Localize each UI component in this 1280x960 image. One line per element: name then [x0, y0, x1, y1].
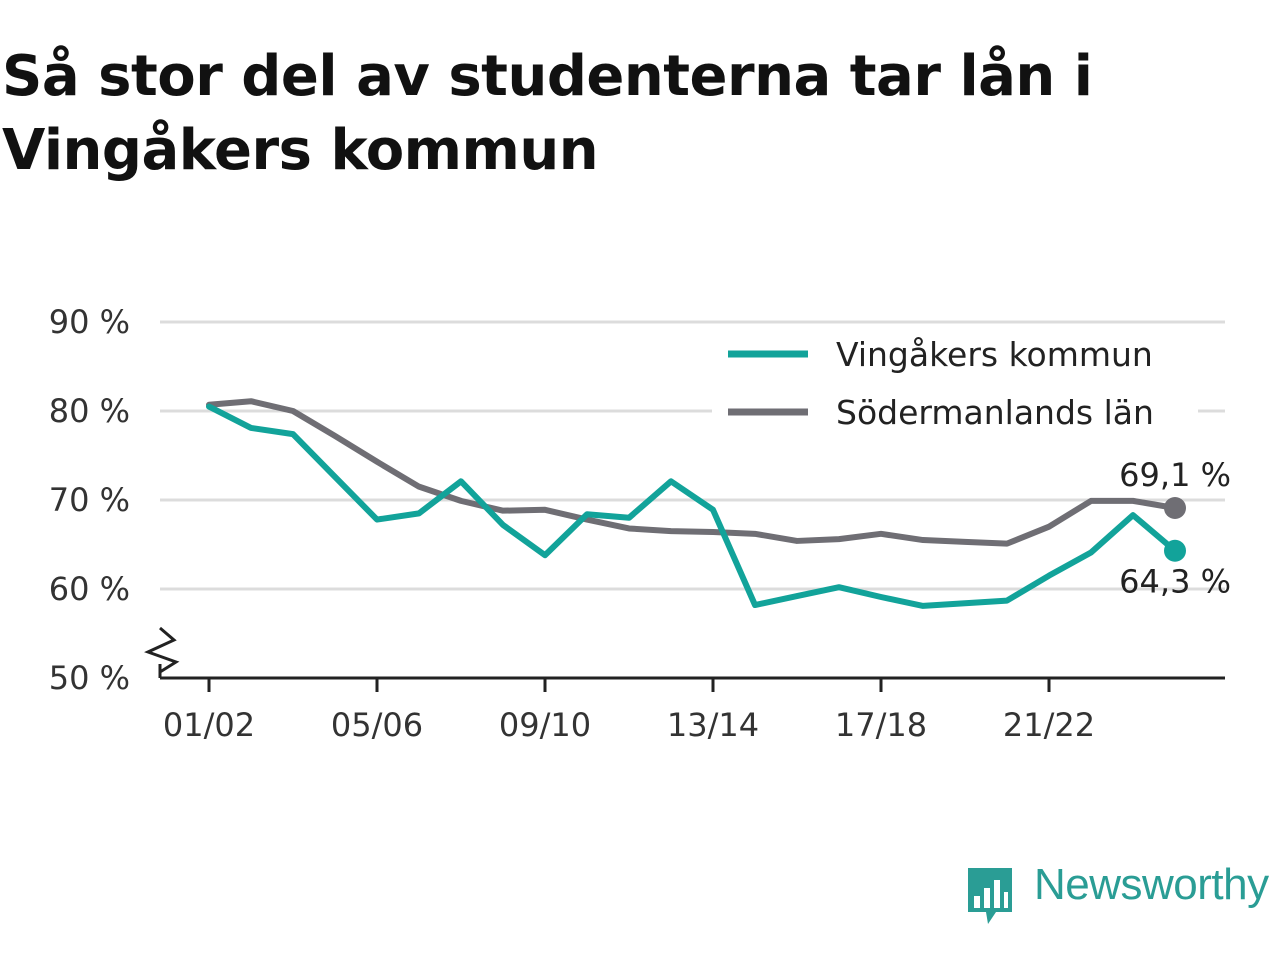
chart-title: Så stor del av studenterna tar lån i Vin… — [2, 44, 1093, 183]
series-line — [206, 403, 1178, 609]
axis-break-icon — [144, 626, 180, 674]
legend-background — [712, 326, 1198, 436]
x-tick-label: 09/10 — [499, 706, 591, 744]
x-tick-label: 13/14 — [667, 706, 759, 744]
newsworthy-logo-icon — [968, 868, 1012, 924]
y-tick-label: 80 % — [49, 392, 130, 430]
legend-label: Vingåkers kommun — [836, 335, 1153, 374]
end-value-label: 69,1 % — [1119, 456, 1231, 494]
y-tick-label: 70 % — [49, 481, 130, 519]
series-line — [206, 398, 1178, 547]
end-value-label: 64,3 % — [1119, 563, 1231, 601]
x-tick-label: 05/06 — [331, 706, 423, 744]
x-tick-label: 01/02 — [163, 706, 255, 744]
end-labels: 69,1 % 64,3 % — [1119, 456, 1231, 601]
series-lines — [206, 398, 1186, 609]
brand-name: Newsworthy — [1034, 860, 1269, 909]
x-axis: 01/02 05/06 09/10 13/14 17/18 21/22 — [144, 626, 1225, 744]
y-axis-ticks: 50 % 60 % 70 % 80 % 90 % — [49, 303, 130, 697]
y-tick-label: 50 % — [49, 659, 130, 697]
y-tick-label: 60 % — [49, 570, 130, 608]
legend-label: Södermanlands län — [836, 393, 1154, 432]
series-end-point — [1164, 539, 1186, 562]
legend: Vingåkers kommun Södermanlands län — [712, 326, 1198, 436]
series-end-point — [1164, 497, 1186, 520]
x-tick-label: 21/22 — [1003, 706, 1095, 744]
y-tick-label: 90 % — [49, 303, 130, 341]
x-tick-label: 17/18 — [835, 706, 927, 744]
